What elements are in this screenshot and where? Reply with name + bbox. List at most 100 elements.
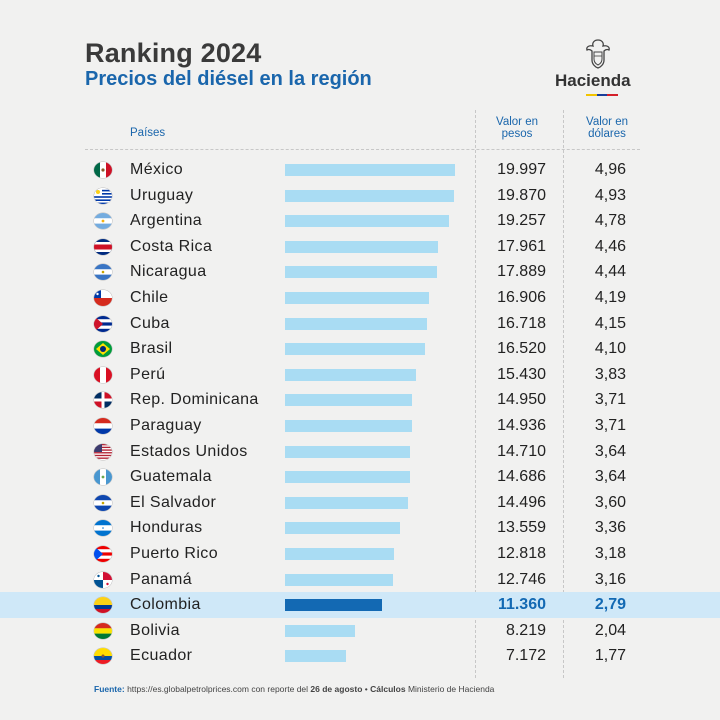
table-row: Nicaragua 17.889 4,44: [0, 259, 720, 285]
bar: [285, 343, 426, 356]
bar: [285, 548, 394, 560]
table-row: Cuba 16.718 4,15: [0, 311, 720, 337]
logo-text: Hacienda: [555, 71, 631, 90]
value-usd: 4,78: [594, 212, 626, 230]
guatemala-flag-icon: [94, 469, 112, 486]
paraguay-flag-icon: [94, 418, 112, 434]
footer-note: Fuente: https://es.globalpetrolprices.co…: [94, 684, 494, 694]
peru-flag-icon: [94, 366, 112, 383]
puerto-rico-flag-icon: [94, 546, 112, 562]
country-label: Bolivia: [130, 621, 180, 639]
table-row: Bolivia 8.219 2,04: [0, 618, 720, 644]
bar: [285, 240, 438, 253]
value-usd: 3,64: [594, 468, 626, 486]
calc-text: Ministerio de Hacienda: [407, 684, 495, 694]
table-row: Paraguay 14.936 3,71: [0, 413, 720, 439]
country-label: México: [130, 161, 184, 178]
value-usd: 4,10: [594, 340, 626, 358]
value-usd: 4,93: [594, 186, 626, 204]
value-pesos: 12.818: [497, 545, 546, 562]
table-row: Chile 16.906 4,19: [0, 285, 720, 311]
country-label: Honduras: [130, 519, 203, 537]
bar: [285, 164, 455, 176]
column-header-countries: Países: [130, 127, 166, 139]
bar: [285, 471, 410, 484]
header-divider: [85, 149, 640, 150]
table-row: Rep. Dominicana 14.950 3,71: [0, 387, 720, 413]
bar: [285, 650, 346, 663]
bar: [285, 266, 438, 279]
bar: [285, 368, 417, 381]
table-row: Puerto Rico 12.818 3,18: [0, 541, 720, 567]
bar: [285, 189, 454, 202]
country-label: Nicaragua: [130, 263, 207, 281]
costa-rica-flag-icon: [94, 238, 112, 255]
column-header-usd: Valor en dólares: [586, 116, 628, 140]
table-row: Perú 15.430 3,83: [0, 362, 720, 388]
country-label: Chile: [130, 289, 169, 306]
value-pesos: 16.718: [497, 314, 546, 332]
table-row: México 19.997 4,96: [0, 157, 720, 183]
value-pesos: 13.559: [497, 519, 546, 537]
uruguay-flag-icon: [94, 187, 112, 204]
value-usd: 4,44: [594, 263, 626, 281]
value-usd: 2,79: [594, 596, 626, 614]
bar: [285, 215, 449, 228]
value-pesos: 19.997: [497, 161, 546, 178]
value-usd: 4,19: [594, 289, 626, 306]
table-row: Colombia 11.360 2,79: [0, 592, 720, 618]
value-pesos: 16.906: [497, 289, 546, 306]
country-label: Perú: [130, 365, 166, 383]
bar: [285, 573, 394, 586]
bar: [285, 599, 382, 612]
value-pesos: 7.172: [505, 647, 546, 665]
bar: [285, 624, 355, 637]
nicaragua-flag-icon: [94, 264, 112, 281]
value-pesos: 17.889: [497, 263, 546, 281]
rep-dominicana-flag-icon: [94, 392, 112, 409]
country-label: Estados Unidos: [130, 442, 248, 460]
column-divider: [563, 110, 564, 678]
country-label: Colombia: [130, 596, 201, 614]
column-divider: [475, 110, 476, 678]
table-row: Argentina 19.257 4,78: [0, 208, 720, 234]
table-row: Estados Unidos 14.710 3,64: [0, 439, 720, 465]
bolivia-flag-icon: [94, 622, 112, 639]
source-text: https://es.globalpetrolprices.com con re…: [127, 684, 309, 694]
country-label: Guatemala: [130, 468, 212, 486]
table-row: Costa Rica 17.961 4,46: [0, 234, 720, 260]
value-usd: 1,77: [594, 647, 626, 665]
value-pesos: 11.360: [497, 596, 546, 614]
value-pesos: 16.520: [497, 340, 546, 358]
value-usd: 3,64: [594, 442, 626, 460]
value-usd: 3,18: [594, 545, 626, 562]
value-pesos: 14.496: [497, 493, 546, 511]
country-label: Uruguay: [130, 186, 194, 204]
brasil-flag-icon: [94, 341, 112, 358]
value-pesos: 17.961: [497, 237, 546, 255]
country-label: Costa Rica: [130, 237, 213, 255]
el-salvador-flag-icon: [94, 494, 112, 511]
value-pesos: 8.219: [505, 621, 546, 639]
value-pesos: 19.870: [497, 186, 546, 204]
country-label: Rep. Dominicana: [130, 391, 259, 409]
honduras-flag-icon: [94, 520, 112, 537]
country-label: El Salvador: [130, 493, 217, 511]
value-usd: 4,46: [594, 237, 626, 255]
table-row: Honduras 13.559 3,36: [0, 515, 720, 541]
value-usd: 3,71: [594, 391, 626, 409]
value-usd: 3,71: [594, 417, 626, 434]
column-header-pesos: Valor en pesos: [496, 116, 538, 140]
ecuador-flag-icon: [94, 648, 112, 665]
country-label: Panamá: [130, 570, 192, 588]
value-pesos: 14.686: [497, 468, 546, 486]
country-label: Argentina: [130, 212, 203, 230]
value-pesos: 14.936: [497, 417, 546, 434]
bar: [285, 496, 409, 509]
table-row: Guatemala 14.686 3,64: [0, 464, 720, 490]
table-row: Brasil 16.520 4,10: [0, 336, 720, 362]
value-usd: 4,15: [594, 314, 626, 332]
country-label: Ecuador: [130, 647, 193, 665]
country-label: Paraguay: [130, 417, 202, 434]
country-label: Puerto Rico: [130, 545, 218, 562]
